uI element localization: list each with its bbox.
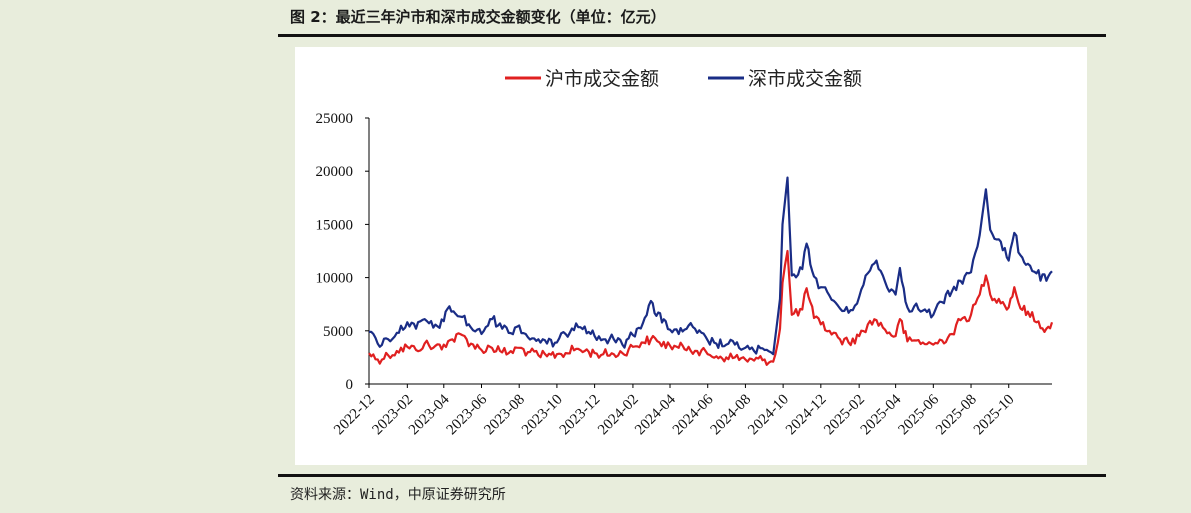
x-tick-label: 2025-04 (858, 391, 905, 438)
bottom-rule (278, 474, 1106, 477)
x-tick-label: 2024-08 (708, 392, 755, 439)
x-tick-label: 2023-08 (481, 392, 528, 439)
legend-label-1: 沪市成交金额 (545, 68, 659, 90)
x-tick-label: 2025-06 (895, 391, 942, 438)
y-axis: 0 5000 10000 15000 20000 25000 (316, 111, 370, 393)
y-tick-label: 0 (346, 377, 354, 393)
series-line-2 (368, 176, 1053, 356)
x-tick-label: 2025-08 (933, 392, 980, 439)
x-tick-label: 2022-12 (331, 392, 378, 439)
x-tick-label: 2024-06 (670, 391, 717, 438)
top-rule (278, 34, 1106, 37)
x-tick-label: 2023-10 (519, 392, 566, 439)
x-tick-label: 2023-04 (406, 391, 453, 438)
x-tick-label: 2023-12 (557, 392, 604, 439)
y-tick-label: 5000 (323, 324, 353, 340)
y-tick-label: 25000 (316, 111, 354, 127)
plot-area (368, 176, 1054, 366)
x-tick-label: 2024-04 (632, 391, 679, 438)
x-tick-label: 2023-06 (444, 391, 491, 438)
chart-legend: 沪市成交金额 深市成交金额 (505, 68, 862, 90)
x-tick-label: 2024-12 (783, 392, 830, 439)
y-tick-label: 20000 (316, 164, 354, 180)
series-line-1 (368, 249, 1054, 366)
source-note: 资料来源：Wind，中原证券研究所 (290, 487, 506, 503)
legend-label-2: 深市成交金额 (748, 68, 862, 90)
figure-title: 图 2：最近三年沪市和深市成交金额变化（单位：亿元） (290, 8, 666, 26)
x-tick-label: 2025-10 (971, 392, 1018, 439)
y-tick-label: 10000 (316, 271, 354, 287)
x-axis: 2022-122023-022023-042023-062023-082023-… (331, 383, 1052, 439)
y-tick-label: 15000 (316, 217, 354, 233)
line-chart: 沪市成交金额 深市成交金额 0 5000 10000 15000 20000 25000 2… (316, 68, 1054, 439)
x-tick-label: 2024-02 (595, 392, 642, 439)
chart-panel: 沪市成交金额 深市成交金额 0 5000 10000 15000 20000 25000 2… (295, 47, 1087, 465)
x-tick-label: 2024-10 (745, 392, 792, 439)
